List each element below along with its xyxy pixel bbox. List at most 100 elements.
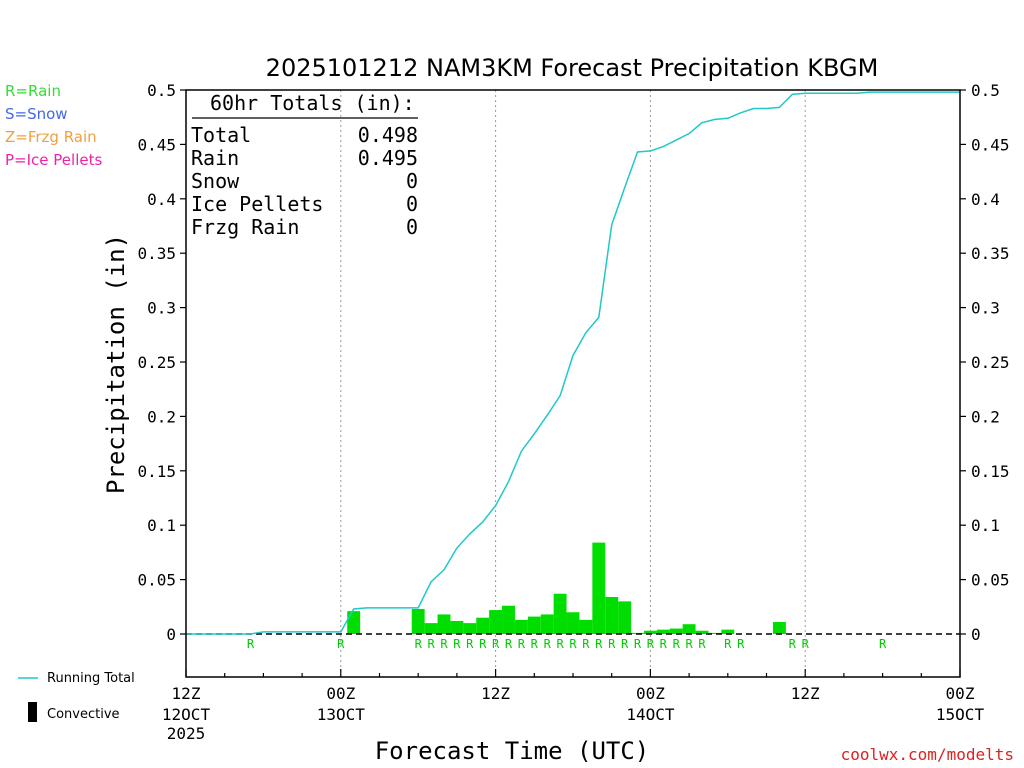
ptype-marker-rain: R [427,637,435,651]
precip-bar [450,620,464,634]
precip-bar [708,632,722,634]
y-tick-label-left: 0.25 [137,353,176,372]
totals-row-label: Snow [191,169,240,193]
totals-row-label: Ice Pellets [191,192,323,216]
y-tick-label-left: 0.35 [137,244,176,263]
ptype-marker-rain: R [531,637,539,651]
ptype-marker-rain: R [505,637,513,651]
convective-legend-label: Convective [47,707,120,722]
ptype-marker-rain: R [724,637,732,651]
x-tick-label: 12Z [791,684,820,703]
precip-bar [514,619,528,634]
x-tick-date: 12OCT [162,705,211,724]
y-axis-right-labels: 0 0.05 0.1 0.15 0.2 0.25 0.3 0.35 0.4 0.45 0.5 [971,81,1010,644]
ptype-marker-rain: R [698,637,706,651]
precip-bar [643,630,657,634]
ptype-marker-rain: R [621,637,629,651]
precip-bar [605,597,619,634]
running-total-legend-label: Running Total [47,671,135,686]
precip-bar [695,630,709,634]
totals-row-value: 0 [406,192,418,216]
ptype-marker-rain: R [440,637,448,651]
ptype-legend-item: R=Rain [5,82,61,100]
precip-bar [424,623,438,634]
x-tick-label: 00Z [326,684,355,703]
ptype-marker-rain: R [582,637,590,651]
y-tick-label-right: 0.25 [971,353,1010,372]
y-tick-label-right: 0.2 [971,407,1000,426]
y-axis-left-labels: 0 0.05 0.1 0.15 0.2 0.25 0.3 0.35 0.4 0.45 0.5 [137,81,176,644]
ptype-marker-rain: R [569,637,577,651]
y-tick-label-left: 0.1 [147,516,176,535]
precip-bar [721,629,735,634]
y-tick-label-left: 0.05 [137,571,176,590]
ptype-legend-item: S=Snow [5,105,68,123]
ptype-marker-rain: R [660,637,668,651]
y-tick-label-left: 0.3 [147,299,176,318]
precip-bar [656,629,670,634]
ptype-marker-rain: R [879,637,887,651]
ptype-marker-rain: R [492,637,500,651]
ptype-legend-item: Z=Frzg Rain [5,128,97,146]
x-tick-label: 12Z [481,684,510,703]
convective-legend-swatch [28,702,37,722]
precip-bar [566,612,580,634]
y-tick-label-right: 0.5 [971,81,1000,100]
ptype-marker-rain: R [789,637,797,651]
ptype-marker-rain: R [466,637,474,651]
ptype-legend-item: P=Ice Pellets [5,151,102,169]
totals-row-value: 0.495 [358,146,418,170]
x-axis-label: Forecast Time (UTC) [375,737,650,765]
precip-bar [527,616,541,634]
precip-bar [772,622,786,634]
totals-rows: Total 0.498 Rain 0.495 Snow 0 Ice Pellets 0 Frzg… [191,123,418,239]
credit-text: coolwx.com/modelts [841,745,1014,764]
totals-row-label: Rain [191,146,239,170]
running-total-line [186,91,960,635]
series-legend: Running Total Convective [18,671,135,722]
ptype-marker-rain: R [247,637,255,651]
y-axis-ticks [180,89,966,635]
ptype-marker-rain: R [737,637,745,651]
totals-header: 60hr Totals (in): [210,91,415,115]
precip-bar [476,617,490,634]
ptype-marker-rain: R [802,637,810,651]
ptype-legend: R=Rain S=Snow Z=Frzg Rain P=Ice Pellets [5,82,102,169]
totals-row-value: 0 [406,169,418,193]
precip-bar [592,542,606,634]
y-tick-label-left: 0.4 [147,190,176,209]
precip-bar [669,628,683,634]
x-tick-date: 15OCT [936,705,985,724]
precip-bar [540,614,554,634]
y-tick-label-right: 0.3 [971,299,1000,318]
y-tick-label-left: 0 [166,625,176,644]
y-axis-label: Precipitation (in) [102,234,130,494]
ptype-marker-rain: R [647,637,655,651]
y-tick-label-right: 0.05 [971,571,1010,590]
totals-row-label: Frzg Rain [191,215,299,239]
y-tick-label-left: 0.45 [137,135,176,154]
y-tick-label-left: 0.5 [147,81,176,100]
y-tick-label-right: 0.35 [971,244,1010,263]
precip-bar [553,593,567,634]
ptype-marker-rain: R [608,637,616,651]
ptype-marker-rain: R [337,637,345,651]
totals-row-value: 0 [406,215,418,239]
x-tick-year: 2025 [167,724,206,743]
y-tick-label-right: 0.15 [971,462,1010,481]
x-tick-label: 00Z [636,684,665,703]
bar-series [347,542,786,634]
precip-bar [347,611,361,634]
x-tick-label: 12Z [172,684,201,703]
x-tick-date: 14OCT [626,705,675,724]
ptype-marker-rain: R [556,637,564,651]
ptype-marker-rain: R [415,637,423,651]
ptype-marker-rain: R [518,637,526,651]
totals-row-value: 0.498 [358,123,418,147]
precip-bar [437,614,451,634]
precip-bar [618,601,632,634]
ptype-marker-rain: R [544,637,552,651]
